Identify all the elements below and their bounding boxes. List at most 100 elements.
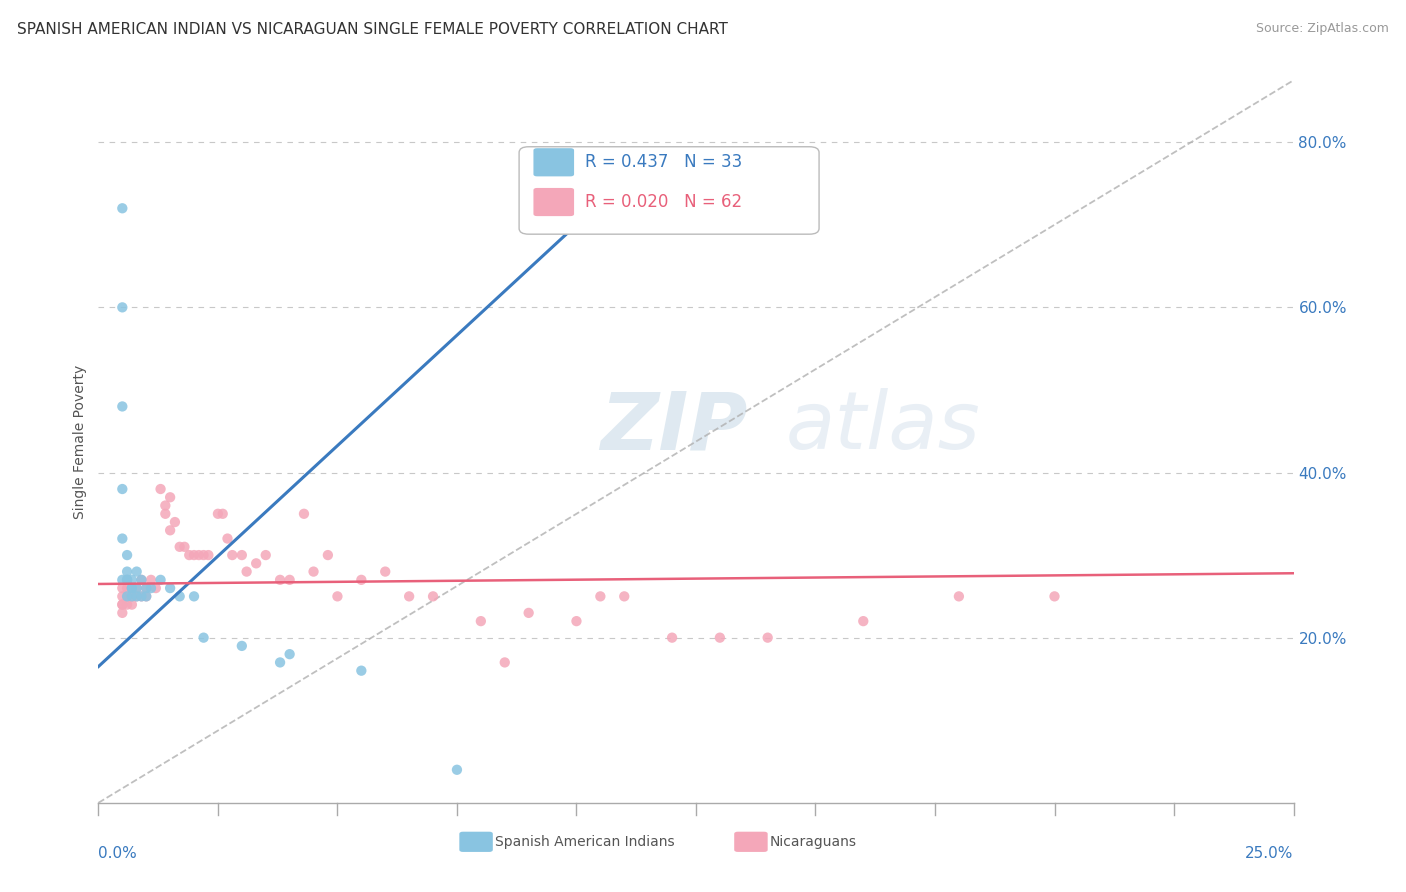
Point — [135, 581, 157, 595]
Point — [207, 507, 229, 521]
Point — [613, 590, 636, 604]
Point — [115, 598, 138, 612]
Point — [149, 482, 172, 496]
Point — [235, 565, 257, 579]
Point — [163, 515, 186, 529]
Point — [125, 590, 148, 604]
Text: SPANISH AMERICAN INDIAN VS NICARAGUAN SINGLE FEMALE POVERTY CORRELATION CHART: SPANISH AMERICAN INDIAN VS NICARAGUAN SI… — [17, 22, 728, 37]
Point — [179, 548, 201, 562]
Point — [245, 557, 267, 571]
Point — [111, 201, 134, 215]
Point — [193, 631, 215, 645]
Point — [115, 581, 138, 595]
Point — [446, 763, 468, 777]
Point — [278, 573, 301, 587]
Point — [111, 400, 134, 414]
Point — [115, 565, 138, 579]
FancyBboxPatch shape — [533, 148, 574, 177]
Point — [292, 507, 315, 521]
Point — [121, 581, 143, 595]
Point — [121, 598, 143, 612]
Point — [183, 590, 205, 604]
Point — [121, 581, 143, 595]
Point — [852, 614, 875, 628]
Point — [115, 573, 138, 587]
Point — [115, 590, 138, 604]
Point — [115, 590, 138, 604]
Point — [221, 548, 243, 562]
Text: R = 0.020   N = 62: R = 0.020 N = 62 — [585, 193, 742, 211]
Point — [145, 581, 167, 595]
FancyBboxPatch shape — [533, 188, 574, 216]
Point — [155, 499, 177, 513]
Point — [231, 639, 253, 653]
Point — [159, 581, 181, 595]
Text: ZIP: ZIP — [600, 388, 748, 467]
Point — [350, 573, 373, 587]
Point — [398, 590, 420, 604]
Point — [948, 590, 970, 604]
Point — [139, 573, 162, 587]
Point — [111, 598, 134, 612]
Point — [231, 548, 253, 562]
Point — [565, 614, 588, 628]
Point — [159, 490, 181, 504]
Text: Spanish American Indians: Spanish American Indians — [495, 835, 675, 849]
Point — [709, 631, 731, 645]
Text: 0.0%: 0.0% — [98, 847, 138, 861]
Point — [374, 565, 396, 579]
Point — [111, 590, 134, 604]
Point — [316, 548, 339, 562]
Point — [661, 631, 683, 645]
Point — [139, 581, 162, 595]
Point — [135, 581, 157, 595]
Point — [169, 590, 191, 604]
Point — [111, 573, 134, 587]
Point — [183, 548, 205, 562]
Point — [121, 590, 143, 604]
FancyBboxPatch shape — [734, 831, 768, 852]
Point — [197, 548, 219, 562]
Point — [517, 606, 540, 620]
Point — [115, 573, 138, 587]
Point — [121, 590, 143, 604]
Point — [111, 581, 134, 595]
Point — [302, 565, 325, 579]
Point — [211, 507, 233, 521]
Point — [1043, 590, 1066, 604]
Point — [187, 548, 209, 562]
Point — [173, 540, 195, 554]
Text: Nicaraguans: Nicaraguans — [770, 835, 858, 849]
Point — [217, 532, 239, 546]
Point — [121, 581, 143, 595]
Point — [111, 482, 134, 496]
Point — [269, 656, 291, 670]
Point — [494, 656, 516, 670]
Point — [326, 590, 349, 604]
Point — [159, 524, 181, 538]
Y-axis label: Single Female Poverty: Single Female Poverty — [73, 365, 87, 518]
Point — [350, 664, 373, 678]
Point — [149, 573, 172, 587]
Point — [125, 565, 148, 579]
Point — [111, 598, 134, 612]
Point — [111, 532, 134, 546]
Point — [254, 548, 277, 562]
Point — [125, 581, 148, 595]
Point — [756, 631, 779, 645]
Text: Source: ZipAtlas.com: Source: ZipAtlas.com — [1256, 22, 1389, 36]
Point — [470, 614, 492, 628]
Text: atlas: atlas — [786, 388, 980, 467]
Point — [125, 581, 148, 595]
Point — [131, 573, 153, 587]
FancyBboxPatch shape — [460, 831, 494, 852]
Point — [115, 548, 138, 562]
Text: 25.0%: 25.0% — [1246, 847, 1294, 861]
Point — [589, 590, 612, 604]
Point — [125, 590, 148, 604]
Point — [135, 590, 157, 604]
Point — [111, 606, 134, 620]
Point — [131, 590, 153, 604]
Point — [135, 590, 157, 604]
Point — [193, 548, 215, 562]
